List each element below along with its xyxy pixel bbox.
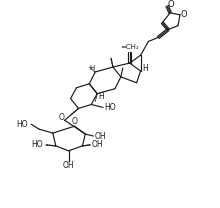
- Text: H: H: [98, 92, 104, 101]
- Text: OH: OH: [94, 131, 106, 141]
- Text: HO: HO: [16, 120, 28, 129]
- Text: H: H: [90, 65, 95, 71]
- Text: O: O: [59, 113, 65, 122]
- Text: =CH₂: =CH₂: [120, 44, 139, 50]
- Text: OH: OH: [91, 140, 103, 149]
- Text: HO: HO: [104, 103, 116, 112]
- Text: O: O: [168, 0, 174, 9]
- Text: O: O: [72, 117, 77, 126]
- Text: O: O: [181, 10, 187, 19]
- Text: H: H: [143, 63, 148, 73]
- Text: OH: OH: [63, 161, 74, 170]
- Text: HO: HO: [31, 140, 43, 149]
